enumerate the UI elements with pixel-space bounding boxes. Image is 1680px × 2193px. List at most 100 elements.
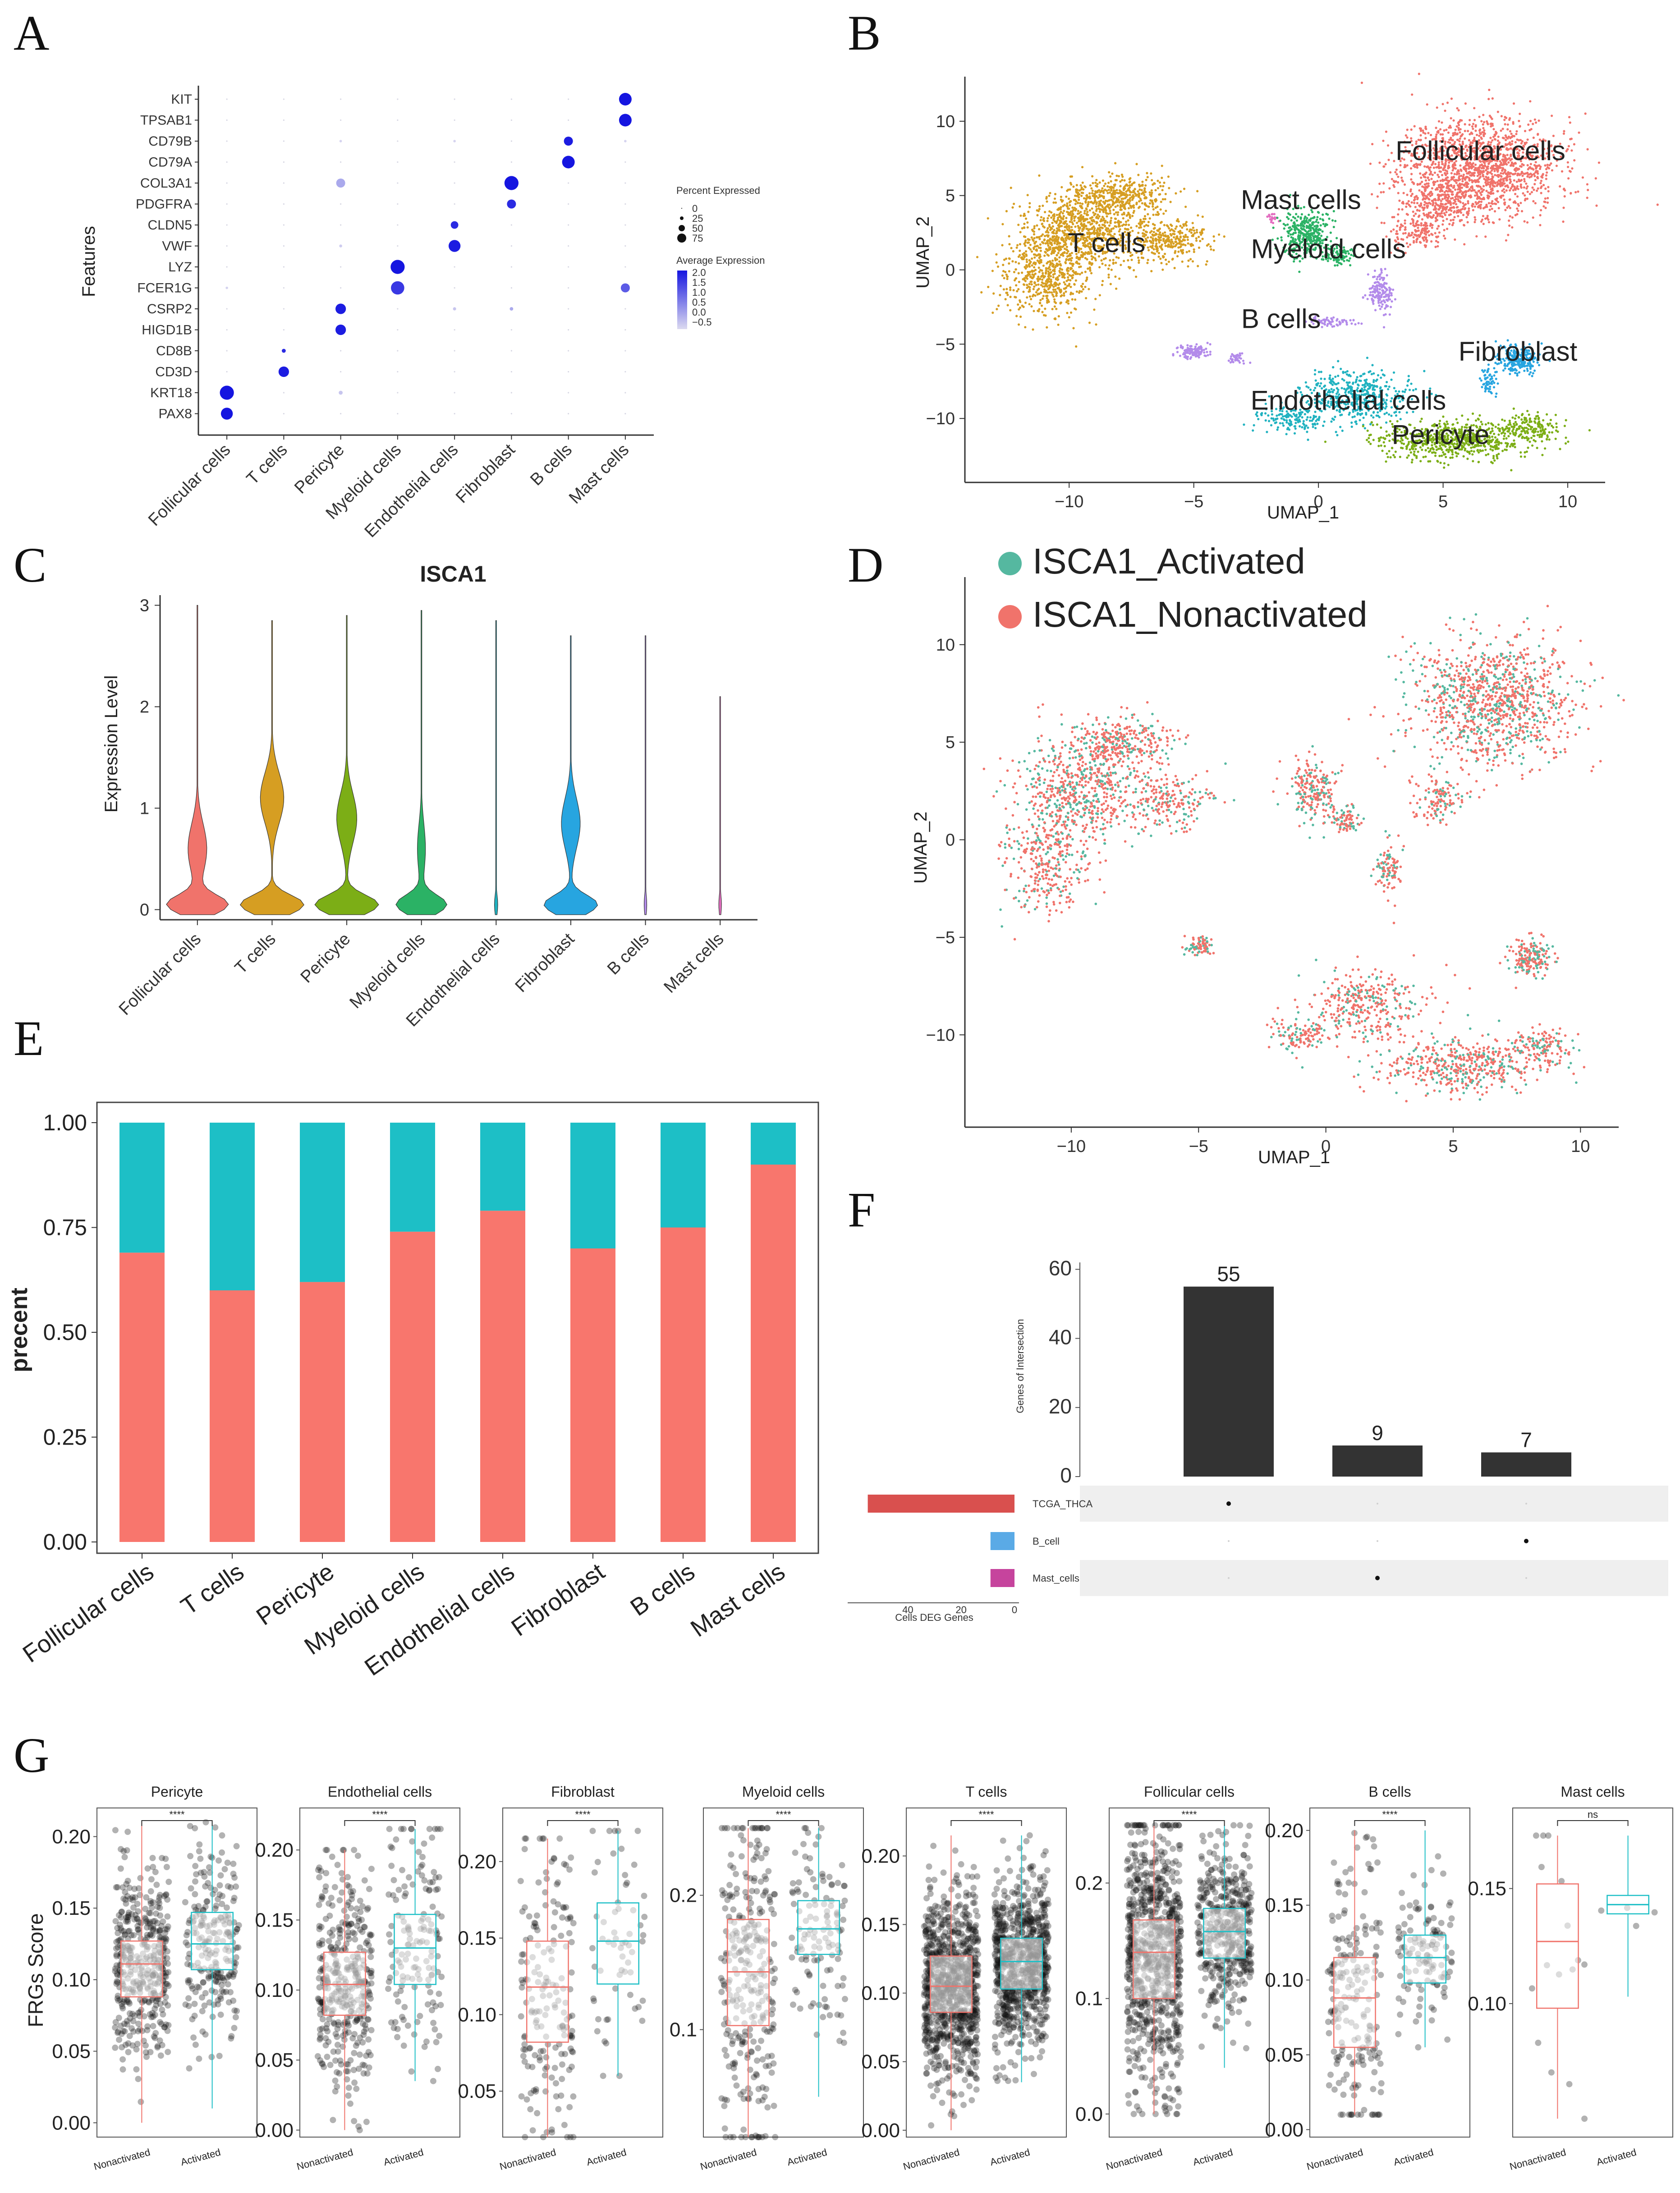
cell-point: [1464, 123, 1466, 126]
cell-point: [1242, 359, 1244, 362]
cell-point: [1212, 235, 1215, 238]
cell-point: [1462, 175, 1464, 178]
cell-point: [1038, 174, 1041, 177]
cell-point: [1474, 163, 1477, 166]
cell-point: [1180, 240, 1183, 243]
cell-point: [1562, 206, 1565, 209]
cell-point: [1132, 182, 1135, 184]
cell-point: [1437, 175, 1440, 179]
gene-label: TPSAB1: [140, 113, 192, 128]
cell-point: [1070, 285, 1072, 289]
cell-point: [1491, 200, 1494, 202]
cell-point: [1510, 133, 1513, 135]
cell-point: [1063, 210, 1065, 212]
cell-point: [1031, 257, 1033, 260]
cell-point: [1481, 197, 1484, 200]
cell-point: [1446, 176, 1449, 179]
cell-point: [1162, 185, 1165, 188]
cell-point: [1063, 248, 1066, 250]
cell-point: [1427, 193, 1429, 196]
cell-point: [1332, 225, 1335, 229]
cell-point: [1534, 202, 1537, 205]
cell-point: [1150, 270, 1153, 273]
dot-faint: [510, 392, 512, 394]
dot-faint: [568, 371, 569, 373]
cell-point: [1107, 276, 1110, 279]
cell-point: [1047, 244, 1050, 247]
cell-point: [1006, 291, 1009, 294]
cell-point: [1071, 212, 1074, 215]
cell-point: [1075, 221, 1079, 224]
cell-point: [1230, 355, 1233, 358]
cell-point: [1119, 192, 1121, 194]
dot-faint: [283, 203, 285, 205]
cell-point: [1115, 197, 1118, 200]
cell-point: [1486, 172, 1489, 174]
cell-point: [1509, 182, 1511, 184]
cell-point: [1065, 239, 1068, 242]
cell-point: [1118, 223, 1120, 226]
cell-point: [1462, 214, 1465, 216]
cell-point: [1414, 212, 1417, 215]
cell-point: [1231, 353, 1234, 356]
cell-point: [1122, 217, 1125, 220]
cell-point: [1371, 143, 1374, 146]
cell-point: [1540, 179, 1542, 182]
cell-point: [1427, 182, 1430, 185]
cell-point: [1125, 223, 1128, 226]
cell-point: [1298, 271, 1301, 273]
cell-point: [1091, 192, 1093, 195]
cell-point: [1515, 180, 1518, 183]
cell-point: [1509, 175, 1511, 178]
gene-label: KIT: [171, 92, 192, 107]
cell-point: [1412, 220, 1414, 223]
cell-point: [1109, 175, 1112, 178]
cell-point: [1197, 349, 1199, 352]
dot-faint: [624, 329, 626, 331]
cell-point: [1028, 283, 1031, 285]
cell-point: [1410, 128, 1413, 131]
cell-point: [1115, 189, 1118, 192]
cell-point: [1474, 124, 1477, 127]
cell-point: [1146, 176, 1149, 179]
cell-point: [1171, 257, 1174, 260]
cell-point: [1079, 216, 1083, 220]
cell-point: [1101, 284, 1104, 286]
cell-point: [1515, 130, 1518, 133]
cell-point: [1009, 309, 1012, 312]
cell-point: [1455, 203, 1458, 206]
cell-point: [1473, 189, 1476, 192]
cell-point: [1043, 254, 1046, 257]
cell-point: [1487, 221, 1490, 224]
legend-color-label: 2.0: [692, 267, 706, 278]
cell-point: [1457, 188, 1460, 191]
cell-point: [1056, 243, 1059, 246]
cell-point: [1033, 233, 1036, 236]
cell-point: [1161, 189, 1164, 192]
cell-point: [1213, 239, 1216, 242]
dot-faint: [283, 413, 285, 415]
dot-faint: [226, 266, 228, 268]
cell-point: [1295, 219, 1298, 222]
cell-point: [1176, 351, 1179, 353]
cell-point: [1474, 201, 1477, 204]
cell-point: [1193, 248, 1195, 251]
cell-point: [1055, 292, 1058, 295]
cell-point: [1158, 245, 1161, 248]
cell-point: [1083, 210, 1086, 212]
cell-point: [1419, 172, 1422, 175]
cell-point: [1364, 294, 1367, 297]
cell-point: [1080, 194, 1083, 197]
cell-point: [1541, 176, 1544, 179]
cell-point: [1427, 197, 1430, 200]
cell-point: [1410, 178, 1413, 181]
cell-point: [1223, 235, 1226, 238]
cell-point: [1084, 285, 1087, 288]
cell-point: [1544, 206, 1547, 209]
cell-point: [1109, 259, 1111, 262]
cell-point: [1386, 144, 1390, 147]
cell-point: [1493, 210, 1496, 213]
cell-point: [1147, 213, 1149, 216]
cell-point: [1015, 246, 1018, 249]
cell-point: [1519, 183, 1522, 186]
